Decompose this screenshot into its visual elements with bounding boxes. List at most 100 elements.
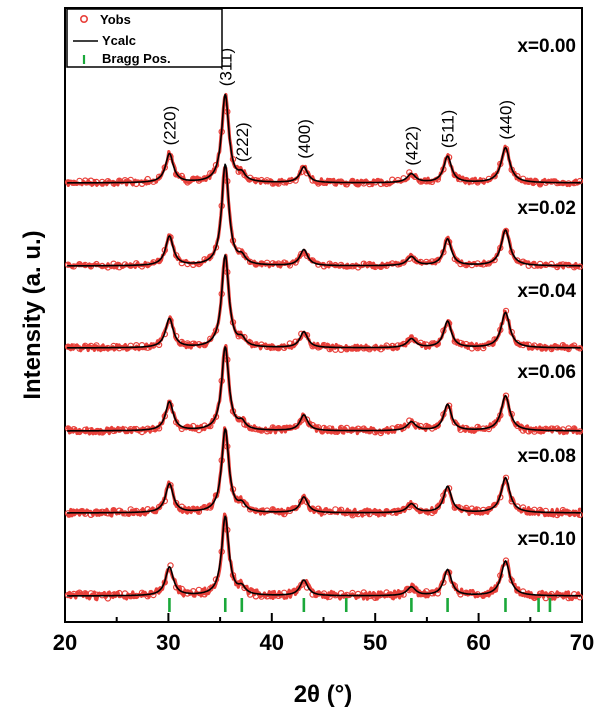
yobs-point (536, 590, 544, 597)
series-label: x=0.06 (517, 362, 576, 383)
yobs-point (155, 257, 163, 265)
yobs-point (195, 260, 203, 268)
yobs-point (155, 503, 163, 511)
yobs-point (548, 260, 555, 268)
legend-yobs-label: Yobs (100, 12, 131, 27)
series-calculated-line (67, 515, 581, 597)
yobs-point (155, 173, 163, 180)
yobs-point (241, 501, 248, 508)
yobs-point (133, 425, 140, 433)
yobs-point (241, 584, 248, 592)
yobs-point (525, 341, 532, 348)
yobs-point (411, 337, 419, 344)
yobs-point (116, 264, 123, 271)
yobs-point (514, 587, 521, 594)
legend-box (66, 8, 223, 68)
yobs-point (320, 263, 328, 270)
yobs-point (292, 504, 299, 512)
peak-label: (220) (160, 106, 179, 146)
series-observed-band (65, 426, 582, 518)
yobs-point (263, 177, 271, 184)
yobs-point (201, 341, 208, 349)
yobs-point (411, 587, 419, 594)
yobs-point (320, 341, 328, 349)
yobs-point (64, 591, 72, 599)
yobs-point (514, 257, 521, 264)
yobs-point (451, 171, 458, 179)
yobs-point (303, 498, 311, 506)
series-label: x=0.04 (517, 281, 576, 302)
yobs-point (491, 172, 498, 180)
yobs-point (428, 178, 436, 185)
peak-label: (440) (497, 100, 516, 140)
yobs-point (76, 345, 83, 352)
yobs-point (411, 173, 419, 180)
series-3 (64, 344, 584, 437)
yobs-point (576, 263, 584, 270)
yobs-point (70, 343, 78, 350)
y-axis-title: Intensity (a. u.) (19, 230, 46, 399)
series-label: x=0.08 (517, 446, 576, 467)
yobs-point (70, 590, 78, 598)
yobs-point (411, 502, 419, 510)
yobs-point (514, 172, 521, 180)
yobs-point (434, 503, 441, 510)
yobs-point (434, 422, 441, 429)
yobs-point (491, 420, 498, 427)
yobs-point (491, 501, 498, 509)
yobs-point (377, 510, 385, 517)
yobs-point (491, 586, 498, 594)
yobs-point (235, 333, 242, 340)
peak-label: (222) (233, 122, 252, 162)
yobs-point (315, 344, 322, 351)
yobs-point (252, 261, 259, 268)
yobs-point (275, 592, 282, 600)
series-4 (64, 426, 584, 519)
series-label: x=0.10 (517, 529, 576, 550)
yobs-point (400, 259, 407, 266)
series-calculated-line (67, 93, 581, 184)
yobs-point (434, 257, 441, 264)
yobs-point (349, 177, 356, 185)
yobs-point (548, 345, 555, 353)
yobs-point (298, 250, 305, 258)
yobs-point (565, 345, 572, 353)
yobs-point (354, 181, 362, 188)
yobs-point (70, 426, 78, 433)
yobs-point (372, 429, 379, 436)
yobs-point (235, 416, 242, 423)
yobs-point (491, 256, 498, 264)
yobs-point (411, 256, 419, 264)
series-calculated-line (67, 346, 581, 432)
yobs-point (366, 510, 373, 518)
yobs-point (366, 260, 373, 268)
series-observed-band (65, 344, 583, 436)
yobs-point (576, 177, 584, 185)
yobs-point (377, 263, 385, 270)
yobs-point (468, 261, 476, 269)
yobs-point (76, 261, 83, 268)
yobs-point (406, 255, 413, 262)
yobs-point (332, 506, 339, 513)
yobs-point (332, 428, 339, 435)
yobs-point (144, 593, 151, 600)
yobs-point (207, 335, 214, 342)
yobs-point (326, 177, 333, 185)
yobs-point (286, 262, 294, 269)
yobs-point (281, 344, 288, 351)
yobs-point (411, 421, 419, 428)
yobs-point (292, 588, 299, 595)
yobs-point (463, 340, 470, 348)
series-layer (64, 93, 584, 602)
yobs-point (320, 590, 328, 597)
yobs-point (138, 263, 146, 270)
yobs-point (400, 424, 407, 431)
series-1 (64, 163, 584, 271)
yobs-point (207, 253, 214, 260)
legend-ycalc-label: Ycalc (102, 33, 136, 48)
yobs-point (326, 593, 333, 600)
yobs-point (423, 341, 430, 348)
yobs-point (76, 428, 83, 436)
series-0 (64, 93, 584, 188)
yobs-point (195, 508, 203, 515)
